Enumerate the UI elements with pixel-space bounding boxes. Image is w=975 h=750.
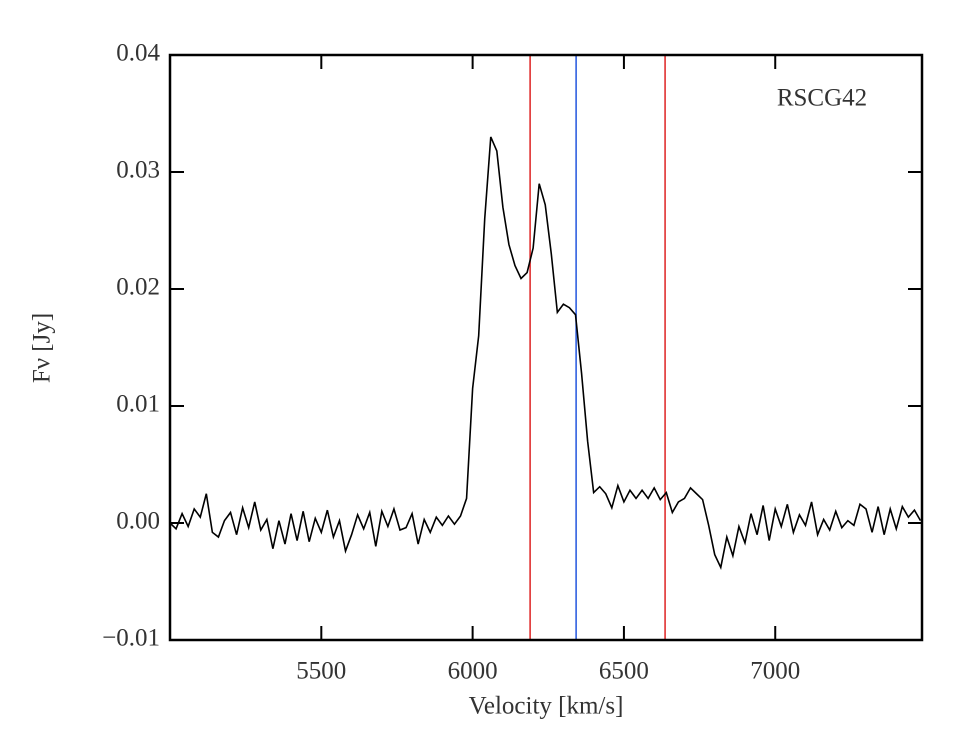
spectrum-line — [169, 136, 922, 571]
y-tick-label: 0.04 — [116, 40, 160, 67]
y-tick-label: 0.03 — [116, 157, 160, 184]
y-tick-label: 0.00 — [116, 508, 160, 535]
x-tick-label: 6500 — [599, 658, 649, 685]
annotation: RSCG42 — [777, 85, 867, 112]
x-tick-label: 5500 — [296, 658, 346, 685]
y-tick-label: 0.02 — [116, 274, 160, 301]
y-tick-label: −0.01 — [102, 625, 160, 652]
x-tick-label: 7000 — [750, 658, 800, 685]
x-tick-label: 6000 — [448, 658, 498, 685]
x-axis-label: Velocity [km/s] — [469, 693, 624, 720]
y-tick-label: 0.01 — [116, 391, 160, 418]
y-axis-label: Fν [Jy] — [29, 313, 56, 383]
plot-frame — [168, 53, 924, 642]
